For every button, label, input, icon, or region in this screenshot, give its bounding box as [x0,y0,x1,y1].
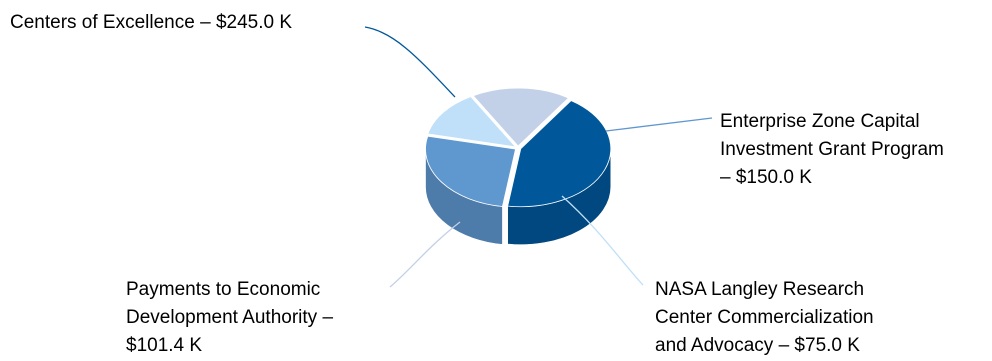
slice-label: Enterprise Zone Capital Investment Grant … [720,111,944,188]
slice-label-line: Centers of Excellence – $245.0 K [10,12,292,33]
pie-slice [427,96,517,148]
leader-line [389,221,461,288]
pie-slice [425,135,517,207]
leader-line [605,117,713,132]
slice-label-line: Development Authority – [126,307,333,328]
slice-label: Payments to Economic Development Authorit… [126,279,333,356]
pie-slice [507,100,612,208]
slice-label-line: Payments to Economic [126,279,320,300]
slice-label-line: $101.4 K [126,335,202,356]
leader-line [561,195,644,286]
leader-lines [364,26,713,288]
slice-label-line: Center Commercialization [655,307,874,328]
slice-label: NASA Langley Research Center Commercializ… [655,279,874,356]
slice-label-line: and Advocacy – $75.0 K [655,335,860,356]
pie-slice [472,87,570,147]
slice-label-line: – $150.0 K [720,167,812,188]
slice-label-line: Investment Grant Program [720,139,944,160]
slice-label: Centers of Excellence – $245.0 K [10,12,292,33]
slice-label-line: NASA Langley Research [655,279,864,300]
slice-label-line: Enterprise Zone Capital [720,111,920,132]
pie-tops [425,87,612,208]
leader-line [364,26,456,98]
slice-labels: Centers of Excellence – $245.0 K Enterpri… [10,12,944,356]
